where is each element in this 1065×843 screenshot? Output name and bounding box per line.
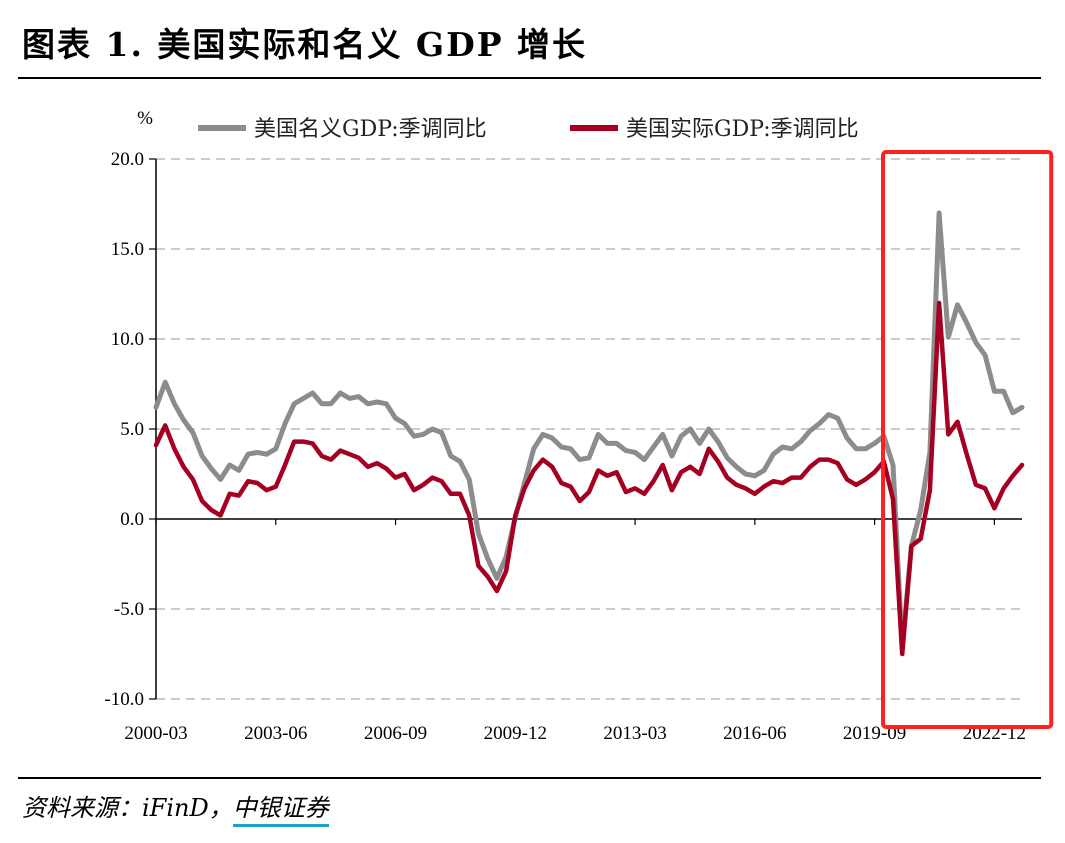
highlight-box — [881, 150, 1054, 729]
axes-group — [149, 158, 1022, 700]
title-underline-rule — [18, 77, 1041, 79]
y-tick-labels-group: 20.0 15.0 10.0 5.0 0.0 -5.0 -10.0% — [104, 108, 153, 710]
y-axis-unit-label: % — [137, 108, 153, 129]
legend-label: 美国实际GDP:季调同比 — [626, 117, 859, 142]
x-tick-labels-group: 2000-03 2003-06 2006-09 2009-12 2013-03 2016-… — [124, 723, 1026, 744]
x-tick-label: 2003-06 — [244, 723, 307, 744]
source-note: 资料来源：iFinD，中银证券 — [22, 788, 329, 827]
source-brand: 中银证券 — [232, 794, 329, 827]
x-tick-label: 2006-09 — [364, 723, 427, 744]
nominal-gdp-line — [153, 210, 1025, 652]
real-gdp-line — [153, 300, 1025, 657]
x-tick-label: 2000-03 — [124, 723, 187, 744]
y-tick-label: 15.0 — [111, 239, 144, 260]
legend-item-nominal: 美国名义GDP:季调同比 — [198, 117, 487, 142]
highlight-overlay-group — [881, 150, 1054, 729]
series-lines-group — [153, 210, 1025, 657]
y-tick-label: 0.0 — [120, 509, 144, 530]
y-tick-label: -10.0 — [104, 689, 144, 710]
footer-rule — [18, 777, 1041, 779]
chart-figure-title: 图表 1. 美国实际和名义 GDP 增长 — [22, 25, 588, 64]
gridlines-group — [156, 158, 1022, 700]
gdp-growth-line-chart: 20.0 15.0 10.0 5.0 0.0 -5.0 -10.0% 2000-03 2003… — [104, 108, 1054, 744]
legend-group: 美国名义GDP:季调同比 美国实际GDP:季调同比 — [198, 117, 859, 142]
y-tick-label: -5.0 — [114, 599, 144, 620]
y-tick-label: 10.0 — [111, 329, 144, 350]
legend-item-real: 美国实际GDP:季调同比 — [570, 117, 859, 142]
x-tick-label: 2013-03 — [603, 723, 666, 744]
source-prefix: 资料来源：iFinD， — [22, 794, 233, 822]
y-tick-label: 20.0 — [111, 149, 144, 170]
x-tick-label: 2016-06 — [723, 723, 786, 744]
y-tick-label: 5.0 — [120, 419, 144, 440]
x-tick-label: 2009-12 — [484, 723, 547, 744]
legend-label: 美国名义GDP:季调同比 — [254, 117, 487, 142]
